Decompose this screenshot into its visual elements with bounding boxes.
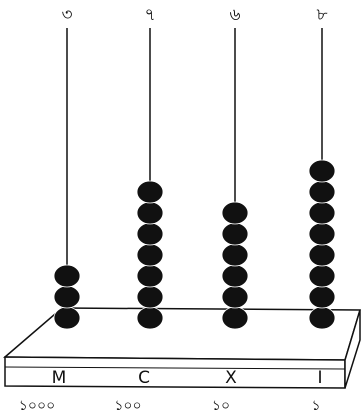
place-letter: M (52, 368, 67, 388)
bead (222, 244, 248, 266)
abacus: ৩ M ১০০০ ৭ C ১০০ ৬ X ১০ ৮ I ১ (0, 0, 364, 418)
place-letter: I (317, 368, 322, 388)
bead (309, 286, 335, 308)
bead (54, 286, 80, 308)
bead (309, 307, 335, 329)
bead (309, 223, 335, 245)
bead (222, 307, 248, 329)
bead (222, 286, 248, 308)
page: ৩M১০০০৭C১০০৬X১০৮I১ (() => { const data =… (0, 0, 364, 418)
bead (54, 307, 80, 329)
bead (137, 265, 163, 287)
bead (137, 202, 163, 224)
bead (309, 160, 335, 182)
bead (309, 244, 335, 266)
bead (137, 223, 163, 245)
bead (137, 286, 163, 308)
bead (137, 181, 163, 203)
bead (137, 244, 163, 266)
bead (54, 265, 80, 287)
place-value: ১০০ (114, 398, 141, 414)
bead (137, 307, 163, 329)
rod-digit: ৮ (316, 5, 327, 25)
bead (222, 202, 248, 224)
rod-digit: ৭ (144, 5, 155, 25)
bead (222, 223, 248, 245)
rod-digit: ৩ (61, 5, 72, 25)
bead (309, 181, 335, 203)
bead (222, 265, 248, 287)
place-letter: X (225, 368, 237, 388)
place-value: ১০০০ (19, 398, 55, 414)
bead (309, 265, 335, 287)
place-value: ১ (311, 398, 320, 414)
place-letter: C (138, 368, 150, 388)
rod-digit: ৬ (229, 5, 240, 25)
bead (309, 202, 335, 224)
place-value: ১০ (212, 398, 230, 414)
